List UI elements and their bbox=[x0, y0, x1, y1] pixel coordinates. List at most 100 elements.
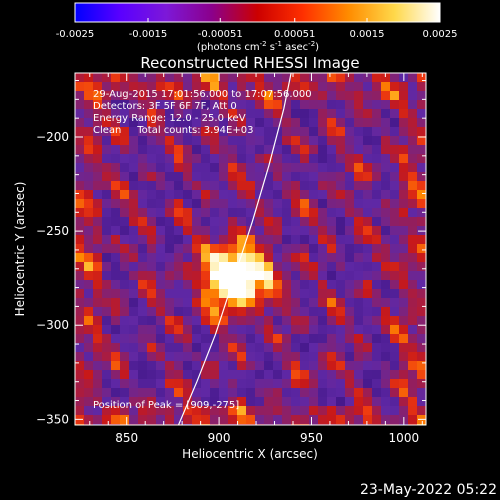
heatmap-cell bbox=[174, 73, 184, 83]
heatmap-cell bbox=[120, 244, 130, 254]
heatmap-cell bbox=[120, 172, 130, 182]
heatmap-cell bbox=[201, 163, 211, 173]
heatmap-cell bbox=[165, 181, 175, 191]
heatmap-cell bbox=[201, 73, 211, 83]
x-axis: 850 900 950 1000 bbox=[89, 73, 423, 445]
heatmap-cell bbox=[327, 343, 337, 353]
heatmap-cell bbox=[120, 118, 130, 128]
heatmap-cell bbox=[93, 190, 103, 200]
heatmap-cell bbox=[255, 280, 265, 290]
heatmap-cell bbox=[84, 343, 94, 353]
heatmap-cell bbox=[111, 298, 121, 308]
heatmap-cell bbox=[417, 244, 426, 254]
heatmap-cell bbox=[273, 244, 283, 254]
heatmap-cell bbox=[102, 289, 112, 299]
heatmap-cell bbox=[336, 253, 346, 263]
heatmap-cell bbox=[408, 163, 418, 173]
heatmap-cell bbox=[390, 352, 400, 362]
colorbar: -0.0025 -0.0015 -0.00051 0.00051 0.0015 0.002… bbox=[56, 2, 458, 53]
heatmap-cell bbox=[282, 181, 292, 191]
heatmap-cell bbox=[282, 298, 292, 308]
heatmap-cell bbox=[417, 271, 426, 281]
heatmap-cell bbox=[129, 262, 139, 272]
heatmap-cell bbox=[111, 280, 121, 290]
heatmap-cell bbox=[111, 73, 121, 83]
heatmap-cell bbox=[417, 82, 426, 92]
heatmap-cell bbox=[219, 289, 229, 299]
heatmap-cell bbox=[336, 379, 346, 389]
heatmap-cell bbox=[111, 163, 121, 173]
heatmap-cell bbox=[75, 334, 85, 344]
heatmap-cell bbox=[219, 127, 229, 137]
heatmap-cell bbox=[309, 226, 319, 236]
heatmap-cell bbox=[399, 181, 409, 191]
heatmap-cell bbox=[237, 397, 247, 407]
heatmap-cell bbox=[345, 406, 355, 416]
heatmap-cell bbox=[264, 190, 274, 200]
heatmap-cell bbox=[228, 262, 238, 272]
heatmap-cell bbox=[417, 109, 426, 119]
heatmap-cell bbox=[147, 163, 157, 173]
heatmap-cell bbox=[345, 217, 355, 227]
heatmap-cell bbox=[138, 343, 148, 353]
heatmap-cell bbox=[363, 307, 373, 317]
heatmap-cell bbox=[138, 172, 148, 182]
heatmap-cell bbox=[264, 253, 274, 263]
heatmap-cell bbox=[291, 361, 301, 371]
heatmap-cell bbox=[354, 100, 364, 110]
heatmap-cell bbox=[264, 397, 274, 407]
heatmap-cell bbox=[291, 181, 301, 191]
heatmap-cell bbox=[147, 316, 157, 326]
heatmap-cell bbox=[246, 325, 256, 335]
heatmap-cell bbox=[84, 325, 94, 335]
heatmap-cell bbox=[75, 406, 85, 416]
heatmap-cell bbox=[363, 262, 373, 272]
heatmap-cell bbox=[363, 217, 373, 227]
heatmap-cell bbox=[246, 172, 256, 182]
heatmap-cell bbox=[282, 253, 292, 263]
heatmap-cell bbox=[327, 406, 337, 416]
heatmap-cell bbox=[345, 271, 355, 281]
heatmap-cell bbox=[192, 289, 202, 299]
heatmap-cell bbox=[345, 244, 355, 254]
heatmap-cell bbox=[219, 91, 229, 101]
heatmap-cell bbox=[102, 415, 112, 425]
heatmap-cell bbox=[336, 145, 346, 155]
heatmap-cell bbox=[228, 217, 238, 227]
heatmap-cell bbox=[336, 163, 346, 173]
heatmap-cell bbox=[255, 199, 265, 209]
heatmap-cell bbox=[255, 379, 265, 389]
heatmap-cell bbox=[372, 181, 382, 191]
heatmap-cell bbox=[282, 397, 292, 407]
heatmap-cell bbox=[111, 262, 121, 272]
heatmap-cell bbox=[336, 298, 346, 308]
heatmap-cell bbox=[138, 217, 148, 227]
heatmap-cell bbox=[264, 82, 274, 92]
heatmap-cell bbox=[210, 100, 220, 110]
colorbar-ticks bbox=[74, 18, 441, 22]
heatmap-cell bbox=[363, 343, 373, 353]
heatmap-cell bbox=[345, 370, 355, 380]
heatmap-cell bbox=[345, 343, 355, 353]
heatmap-cell bbox=[111, 118, 121, 128]
heatmap-cell bbox=[138, 91, 148, 101]
heatmap-cell bbox=[201, 352, 211, 362]
heatmap-cell bbox=[399, 100, 409, 110]
heatmap-cell bbox=[282, 307, 292, 317]
x-tick-label: 1000 bbox=[389, 431, 420, 445]
heatmap-cell bbox=[102, 145, 112, 155]
heatmap-cell bbox=[183, 136, 193, 146]
heatmap-cell bbox=[273, 172, 283, 182]
heatmap-cell bbox=[237, 208, 247, 218]
heatmap-cell bbox=[309, 190, 319, 200]
heatmap-cell bbox=[147, 352, 157, 362]
heatmap-cell bbox=[165, 154, 175, 164]
heatmap-cell bbox=[282, 388, 292, 398]
heatmap-cell bbox=[156, 217, 166, 227]
heatmap-cell bbox=[165, 307, 175, 317]
heatmap-cell bbox=[291, 298, 301, 308]
heatmap-cell bbox=[237, 199, 247, 209]
heatmap-cell bbox=[120, 406, 130, 416]
heatmap-cell bbox=[183, 145, 193, 155]
heatmap-cell bbox=[120, 208, 130, 218]
